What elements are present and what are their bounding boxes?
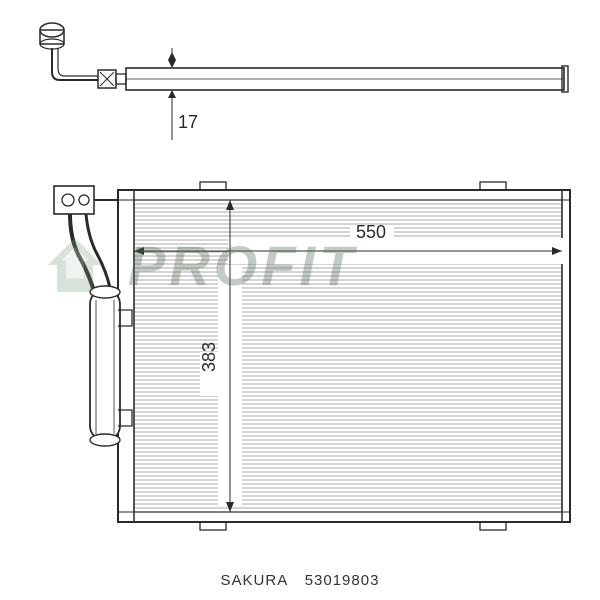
footer: SAKURA 53019803 — [0, 572, 600, 590]
watermark-text: PROFIT — [128, 233, 357, 298]
dim-width-label: 550 — [356, 222, 386, 243]
watermark: PROFIT — [30, 220, 357, 310]
dim-thickness-label: 17 — [178, 112, 198, 133]
watermark-icon — [30, 220, 120, 310]
brand-label: SAKURA — [221, 572, 289, 589]
part-number: 53019803 — [305, 572, 380, 589]
dim-height-label: 383 — [199, 342, 220, 372]
diagram-container: { "diagram": { "type": "technical-drawin… — [0, 0, 600, 600]
top-view — [40, 23, 568, 92]
